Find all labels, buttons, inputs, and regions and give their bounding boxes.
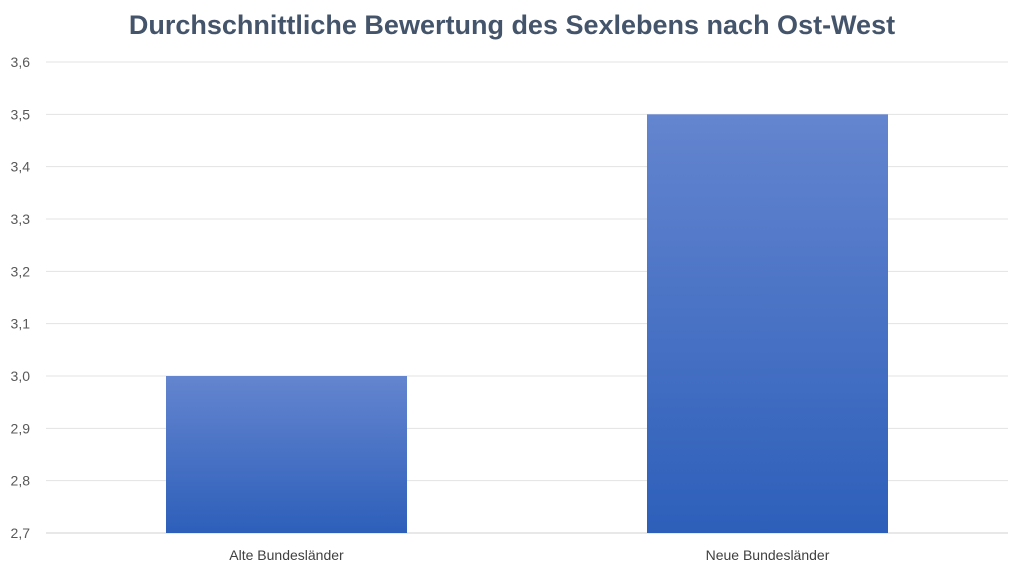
- y-tick-label: 2,8: [11, 473, 31, 489]
- bar-2: [647, 114, 888, 533]
- x-axis-labels: Alte Bundesländer Neue Bundesländer: [229, 547, 829, 563]
- y-tick-label: 3,1: [11, 316, 31, 332]
- x-category-label: Alte Bundesländer: [229, 547, 344, 563]
- y-tick-label: 3,5: [11, 106, 31, 122]
- bars: [166, 114, 888, 533]
- y-tick-label: 3,0: [11, 368, 31, 384]
- y-tick-label: 3,4: [11, 159, 31, 175]
- y-axis-ticks: 2,7 2,8 2,9 3,0 3,1 3,2 3,3 3,4 3,5 3,6: [11, 54, 31, 541]
- y-tick-label: 2,7: [11, 525, 31, 541]
- x-category-label: Neue Bundesländer: [706, 547, 830, 563]
- y-tick-label: 3,3: [11, 211, 31, 227]
- y-tick-label: 3,2: [11, 263, 31, 279]
- y-tick-label: 3,6: [11, 54, 31, 70]
- bar-1: [166, 376, 407, 533]
- y-tick-label: 2,9: [11, 420, 31, 436]
- chart-title: Durchschnittliche Bewertung des Sexleben…: [128, 10, 896, 40]
